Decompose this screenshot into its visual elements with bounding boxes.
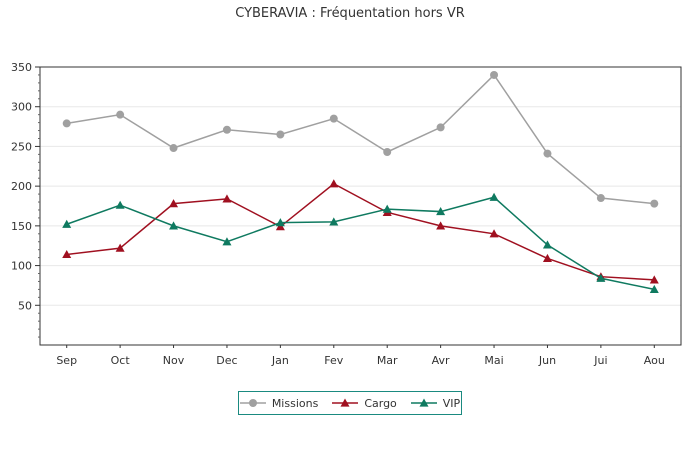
data-point-vip <box>115 200 125 209</box>
data-point-missions <box>383 147 392 156</box>
data-point-missions <box>222 125 231 134</box>
data-point-vip <box>542 240 552 249</box>
y-tick-label: 200 <box>11 180 32 193</box>
data-point-vip <box>436 207 446 216</box>
data-point-missions <box>543 149 552 158</box>
data-point-cargo <box>649 275 659 284</box>
data-point-vip <box>489 192 499 201</box>
data-point-cargo <box>329 179 339 188</box>
data-point-vip <box>222 237 232 246</box>
data-point-missions <box>490 70 499 79</box>
series-line-missions <box>66 73 655 205</box>
data-point-vip <box>382 204 392 213</box>
data-point-cargo <box>62 249 72 259</box>
y-tick-label: 150 <box>11 220 32 233</box>
legend-swatch-vip <box>410 398 437 407</box>
data-point-missions <box>329 114 338 123</box>
x-tick-label: Avr <box>432 354 450 367</box>
legend-swatch-missions <box>239 399 266 407</box>
data-point-cargo <box>115 243 125 252</box>
data-point-vip <box>596 273 606 282</box>
legend-item-missions: Missions <box>239 396 319 410</box>
legend-item-cargo: Cargo <box>332 396 397 410</box>
series-line-vip <box>66 196 655 291</box>
legend-swatch-cargo <box>332 398 359 407</box>
series-line-cargo <box>66 182 655 281</box>
x-tick-label: Aou <box>644 354 665 367</box>
data-point-vip <box>329 217 339 226</box>
data-point-cargo <box>222 194 232 203</box>
legend-item-vip: VIP <box>410 396 461 410</box>
data-point-vip <box>275 218 285 227</box>
data-point-missions <box>169 144 178 153</box>
data-point-cargo <box>542 253 552 263</box>
data-point-vip <box>62 219 72 228</box>
data-point-missions <box>276 130 285 139</box>
x-tick-label: Jun <box>538 354 556 367</box>
x-tick-label: Sep <box>56 354 77 367</box>
x-tick-label: Mai <box>484 354 503 367</box>
data-point-missions <box>596 194 605 203</box>
y-tick-label: 250 <box>11 140 32 153</box>
data-point-missions <box>62 119 71 128</box>
plot-frame <box>39 66 682 346</box>
chart-legend: Missions Cargo VIP <box>238 391 462 415</box>
x-tick-label: Nov <box>163 354 185 367</box>
legend-label: VIP <box>442 396 461 410</box>
x-tick-label: Mar <box>377 354 398 367</box>
x-tick-label: Jui <box>593 354 607 367</box>
x-tick-label: Fev <box>324 354 343 367</box>
data-point-missions <box>650 199 659 208</box>
data-point-vip <box>169 221 179 230</box>
y-tick-label: 50 <box>18 299 32 312</box>
legend-label: Missions <box>271 396 319 410</box>
data-point-missions <box>436 123 445 132</box>
data-point-cargo <box>436 221 446 230</box>
data-point-cargo <box>489 229 499 238</box>
data-point-missions <box>116 110 125 119</box>
data-point-cargo <box>169 199 179 208</box>
x-tick-label: Oct <box>111 354 131 367</box>
y-tick-label: 300 <box>11 101 32 114</box>
data-point-vip <box>649 284 659 293</box>
y-tick-label: 100 <box>11 260 32 273</box>
x-tick-label: Jan <box>271 354 289 367</box>
x-tick-label: Dec <box>216 354 237 367</box>
y-tick-label: 350 <box>11 61 32 74</box>
legend-label: Cargo <box>364 396 397 410</box>
chart-title: CYBERAVIA : Fréquentation hors VR <box>235 6 465 21</box>
